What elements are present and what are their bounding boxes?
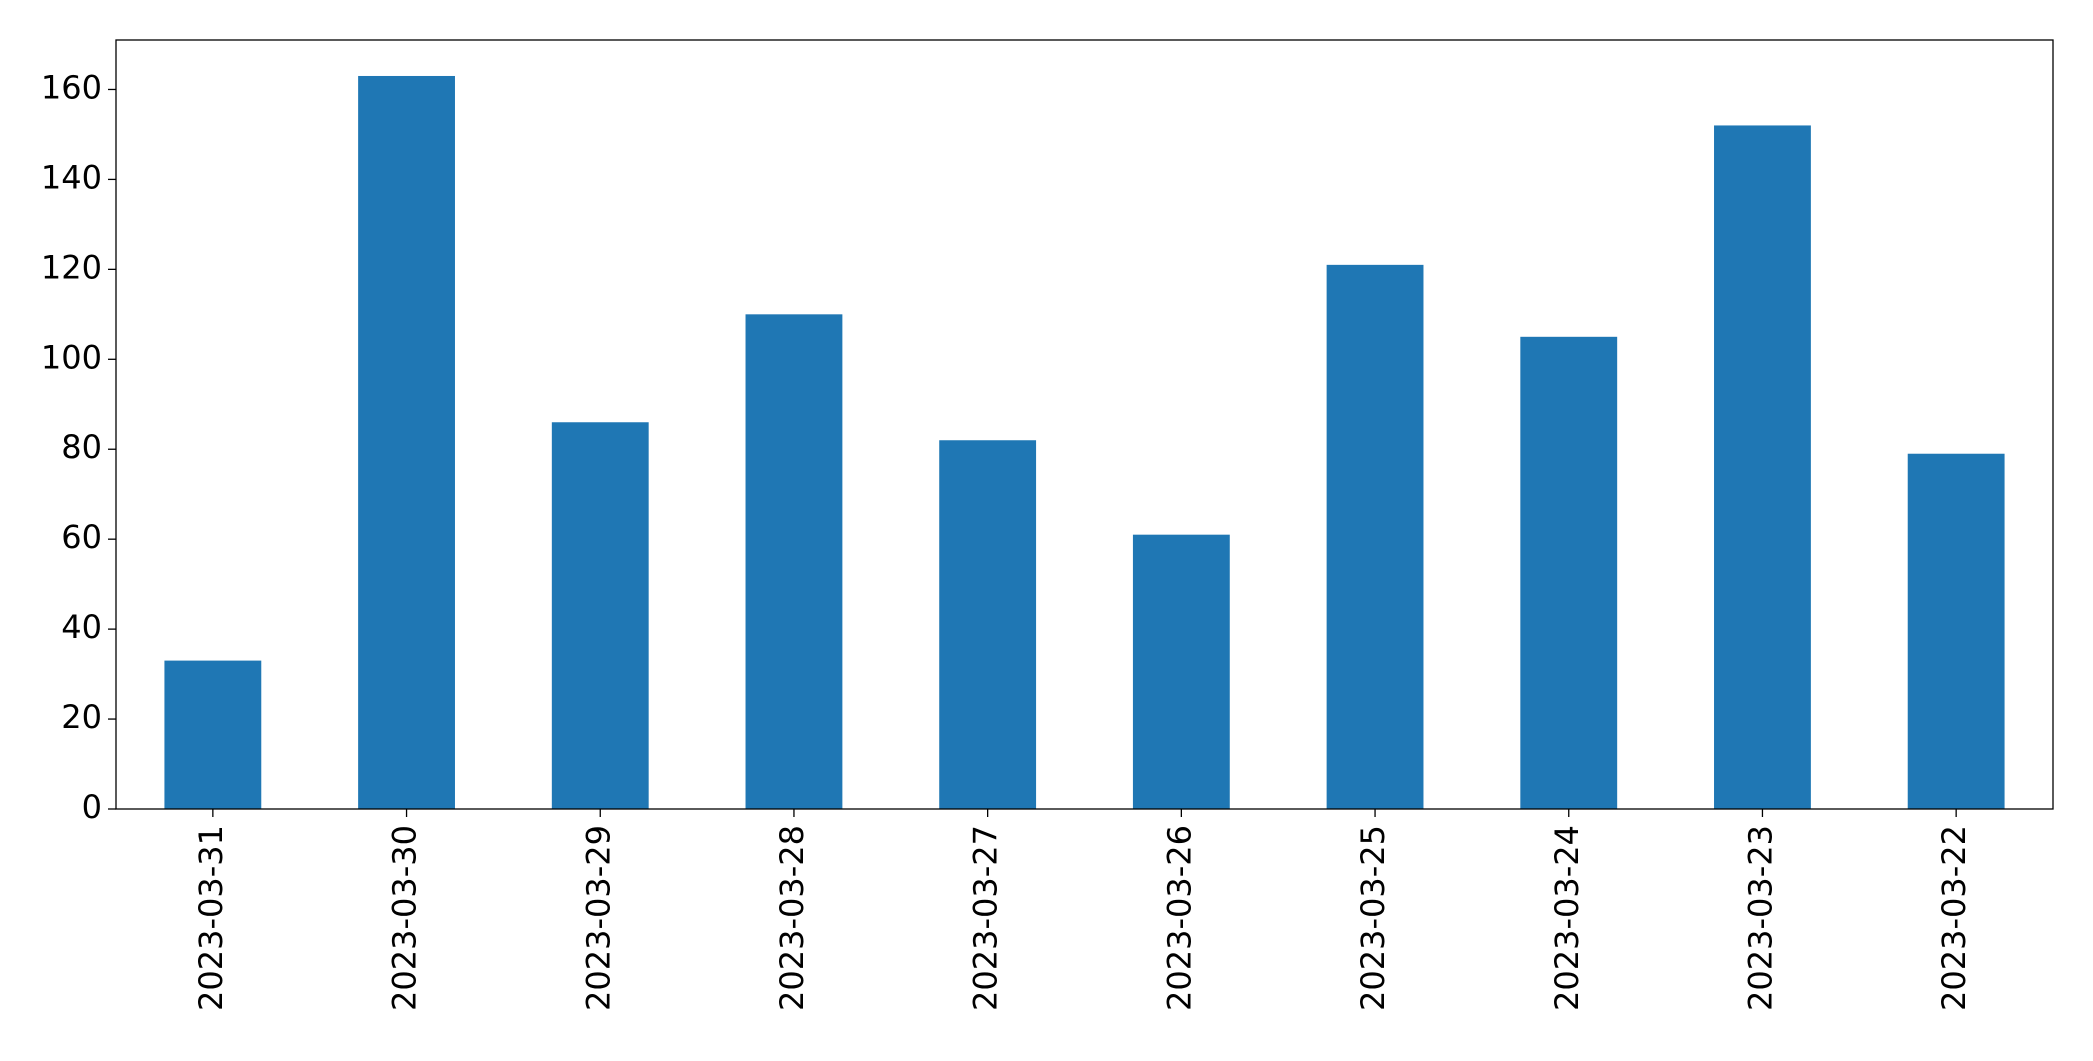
x-tick-label: 2023-03-27	[967, 825, 1005, 1011]
bar	[1714, 125, 1811, 809]
y-tick-label: 120	[41, 248, 102, 286]
x-tick-label: 2023-03-30	[386, 825, 424, 1011]
y-tick-label: 20	[61, 698, 102, 736]
y-tick-label: 140	[41, 158, 102, 196]
y-tick-label: 100	[41, 338, 102, 376]
y-tick-label: 40	[61, 608, 102, 646]
bar	[164, 660, 262, 809]
bar	[1520, 336, 1618, 809]
bar	[1326, 264, 1424, 810]
bar	[939, 440, 1037, 809]
x-tick-label: 2023-03-31	[192, 825, 230, 1011]
x-tick-label: 2023-03-29	[579, 825, 617, 1011]
x-tick-label: 2023-03-28	[773, 825, 811, 1011]
x-tick-label: 2023-03-25	[1354, 825, 1392, 1011]
bar	[551, 422, 649, 809]
bar	[1132, 534, 1230, 809]
plot-frame	[115, 39, 2054, 810]
bar	[1907, 453, 2005, 809]
y-tick-label: 160	[41, 68, 102, 106]
y-tick-label: 0	[82, 788, 102, 826]
bar	[358, 75, 455, 809]
y-tick-label: 80	[61, 428, 102, 466]
x-tick-label: 2023-03-22	[1935, 825, 1973, 1011]
bar	[745, 314, 843, 809]
x-tick-label: 2023-03-24	[1548, 825, 1586, 1011]
x-tick-label: 2023-03-26	[1160, 825, 1198, 1011]
y-tick-label: 60	[61, 518, 102, 556]
x-tick-label: 2023-03-23	[1741, 825, 1779, 1011]
